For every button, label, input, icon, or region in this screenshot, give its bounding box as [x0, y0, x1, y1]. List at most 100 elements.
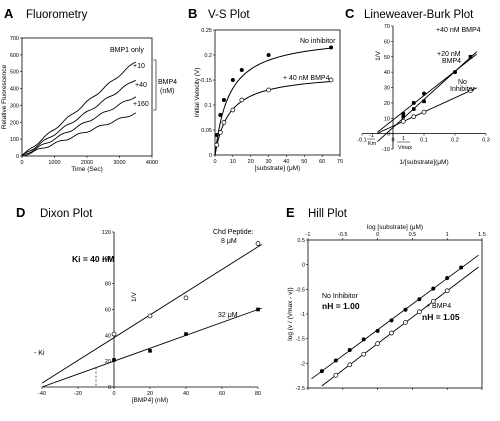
y-tick-label: 500 — [10, 70, 19, 76]
y-axis-label: 1/V — [131, 292, 138, 302]
y-tick-label: -2.5 — [296, 386, 305, 392]
data-point — [218, 113, 223, 117]
y-tick-label: 70 — [384, 24, 390, 30]
series-label: +40 nM BMP4 — [436, 27, 481, 34]
data-point — [266, 87, 271, 93]
nh-value: nH = 1.00 — [322, 301, 360, 311]
data-point — [422, 99, 426, 104]
data-point — [421, 109, 427, 115]
x-tick-label: 40 — [183, 391, 189, 397]
y-tick-label: 0.25 — [201, 28, 212, 34]
data-point — [431, 286, 436, 291]
x-tick-label: 1000 — [48, 160, 60, 166]
series-0 — [214, 45, 334, 156]
series-line — [21, 112, 137, 157]
panel-label: B — [188, 6, 197, 21]
series-0 — [41, 241, 262, 384]
x-tick-label: 20 — [248, 159, 254, 165]
data-point — [183, 295, 189, 301]
fit-line — [377, 51, 478, 142]
panel-label: A — [4, 6, 14, 21]
y-tick-label: 10 — [384, 116, 390, 122]
panel-label: E — [286, 205, 295, 220]
series-1 — [214, 77, 334, 156]
legend-note: BMP4 — [158, 79, 177, 86]
data-point — [400, 118, 406, 124]
panel-c: C Lineweaver-Burk Plot-0.1 0 0.1 0.2 0.3-1001… — [345, 6, 490, 166]
x-tick-label: 1 — [446, 232, 449, 238]
data-point — [230, 78, 235, 82]
panel-title: Dixon Plot — [40, 208, 93, 220]
data-point — [453, 70, 457, 75]
y-tick-label: 0.1 — [204, 103, 212, 109]
data-point — [444, 288, 450, 294]
data-point — [239, 68, 244, 72]
x-tick-label: -1 — [306, 232, 311, 238]
series-line — [21, 61, 136, 157]
data-point — [422, 91, 426, 96]
y-axis-label: log (v / (Vmax - v)) — [287, 287, 294, 340]
ki-value: Ki = 40 nM — [72, 254, 114, 264]
x-tick-label: 60 — [319, 159, 325, 165]
fit-curve — [214, 47, 332, 156]
series-0 — [311, 254, 479, 380]
data-point — [230, 107, 236, 113]
series-label: BMP1 only — [110, 47, 144, 54]
y-axis-label: 1/V — [375, 50, 382, 60]
data-point — [255, 241, 261, 246]
y-tick-label: 0.5 — [297, 238, 305, 244]
data-point — [214, 142, 220, 148]
data-point — [389, 318, 394, 323]
y-tick-label: 600 — [10, 53, 19, 59]
y-tick-label: -2 — [300, 361, 305, 367]
y-tick-label: 100 — [102, 256, 111, 262]
series-0 — [21, 61, 136, 157]
y-axis-label: Relative Fluorescence — [1, 64, 8, 129]
data-point — [411, 100, 416, 105]
x-tick-label: 10 — [230, 159, 236, 165]
x-tick-label: 1.5 — [478, 232, 486, 238]
data-point — [401, 111, 406, 116]
y-tick-label: 40 — [105, 333, 111, 339]
data-point — [221, 98, 226, 102]
y-tick-label: 0 — [108, 385, 111, 391]
data-point — [459, 265, 464, 270]
x-tick-label: -0.5 — [338, 232, 347, 238]
series-2 — [21, 96, 136, 156]
data-point — [375, 328, 380, 333]
series-label: Inhibitor — [450, 86, 476, 93]
x-tick-label: 0 — [20, 160, 23, 166]
data-point — [147, 313, 153, 319]
x-tick-label: 4000 — [146, 160, 158, 166]
data-point — [468, 54, 473, 59]
series-1 — [41, 307, 262, 388]
y-tick-label: 0.05 — [201, 128, 212, 134]
ki-marker: - Ki — [34, 350, 45, 357]
data-point — [389, 330, 394, 336]
panel-title: Fluorometry — [26, 9, 88, 21]
x-axis-label: [substrate] (μM) — [255, 165, 301, 172]
data-point — [112, 358, 116, 362]
series-2 — [377, 87, 477, 134]
km-label: -1 — [369, 133, 374, 139]
x-tick-label: -0.1 — [357, 138, 366, 144]
panel-e: E Hill Plot -1 -0.5 0 0.5 1 1.5 -2.5 -2 -1.5 -1 -0.5… — [286, 205, 486, 392]
y-tick-label: 0 — [16, 154, 19, 160]
x-tick-label: 50 — [301, 159, 307, 165]
data-point — [214, 133, 219, 137]
y-tick-label: 0 — [387, 132, 390, 138]
y-tick-label: 60 — [105, 308, 111, 314]
series-label: 8 μM — [221, 238, 237, 245]
x-tick-label: 40 — [283, 159, 289, 165]
data-point — [111, 331, 117, 337]
data-point — [329, 45, 334, 50]
nh-value: nH = 1.05 — [422, 312, 460, 322]
y-tick-label: -1.5 — [296, 337, 305, 343]
data-point — [333, 372, 339, 378]
panel-d: D Dixon Plot -40 -20 0 20 40 60 80 0 20 40 60 80 100 12… — [16, 205, 262, 404]
fit-line — [377, 53, 477, 133]
data-point — [411, 107, 416, 111]
data-point — [361, 351, 367, 357]
data-point — [403, 320, 408, 325]
